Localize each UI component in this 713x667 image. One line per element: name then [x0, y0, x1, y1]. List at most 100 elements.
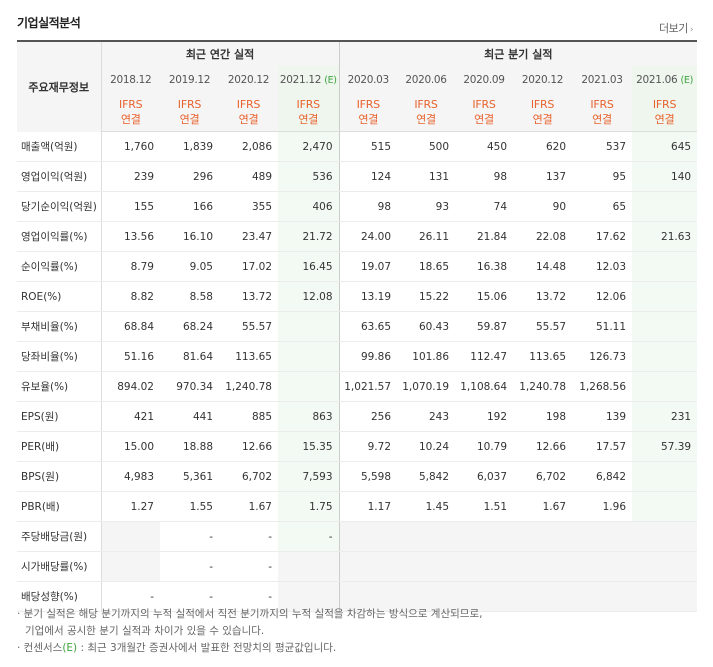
value-cell: 6,702: [513, 461, 573, 492]
value-cell: 139: [572, 401, 633, 432]
value-cell: 1.17: [339, 491, 398, 522]
value-cell: 16.45: [278, 251, 340, 282]
consolidated-label: 연결: [654, 113, 675, 126]
value-cell: 140: [632, 161, 698, 192]
value-cell: 1,839: [160, 131, 219, 162]
value-cell: 16.10: [160, 221, 219, 252]
row-label: BPS(원): [17, 461, 102, 492]
table-row: EPS(원) 421 441 885 863 256 243 192 198 139 231: [17, 401, 698, 432]
value-cell: [572, 551, 633, 582]
value-cell: 239: [101, 161, 160, 192]
ifrs-label: IFRS: [590, 98, 614, 111]
section-title: 기업실적분석: [17, 16, 81, 30]
ifrs-header: IFRS 연결: [513, 93, 573, 132]
value-cell: 231: [632, 401, 698, 432]
value-cell: 59.87: [455, 311, 514, 342]
period-label: 2020.03: [347, 73, 390, 86]
table-row: 주당배당금(원) - - -: [17, 521, 698, 552]
value-cell: 93: [397, 191, 456, 222]
consolidated-label: 연결: [416, 113, 436, 126]
period-header: 2020.12: [219, 66, 278, 93]
value-cell: [632, 581, 698, 612]
row-label: 시가배당률(%): [17, 551, 102, 582]
value-cell: [632, 251, 698, 282]
value-cell: -: [278, 521, 340, 552]
quarter-group-header: 최근 분기 실적: [339, 40, 698, 66]
period-label: 2021.06: [636, 73, 678, 86]
value-cell: [572, 521, 633, 552]
value-cell: 13.72: [513, 281, 573, 312]
value-cell: 13.56: [101, 221, 160, 252]
row-label: 매출액(억원): [17, 131, 102, 162]
row-label: 순이익률(%): [17, 251, 102, 282]
value-cell: 355: [219, 191, 278, 222]
value-cell: 894.02: [101, 371, 160, 402]
value-cell: 137: [513, 161, 573, 192]
value-cell: 406: [278, 191, 340, 222]
value-cell: 537: [572, 131, 633, 162]
footnote-2-post: : 최근 3개월간 증권사에서 발표한 전망치의 평균값입니다.: [77, 642, 337, 654]
table-row: 유보율(%) 894.02 970.34 1,240.78 1,021.57 1,070.…: [17, 371, 698, 402]
value-cell: 1.96: [572, 491, 633, 522]
value-cell: 57.39: [632, 431, 698, 462]
value-cell: [632, 311, 698, 342]
value-cell: 112.47: [455, 341, 514, 372]
ifrs-label: IFRS: [530, 98, 555, 111]
table-row: 당기순이익(억원) 155 166 355 406 98 93 74 90 65: [17, 191, 698, 222]
value-cell: [632, 551, 698, 582]
row-label: PBR(배): [17, 491, 102, 522]
value-cell: 55.57: [219, 311, 278, 342]
value-cell: 101.86: [397, 341, 456, 372]
value-cell: 65: [572, 191, 633, 222]
value-cell: 155: [101, 191, 160, 222]
value-cell: 131: [397, 161, 456, 192]
value-cell: [632, 281, 698, 312]
consolidated-label: 연결: [298, 113, 319, 126]
value-cell: 536: [278, 161, 340, 192]
value-cell: 1.55: [160, 491, 219, 522]
value-cell: [632, 521, 698, 552]
value-cell: 296: [160, 161, 219, 192]
value-cell: [339, 581, 398, 612]
value-cell: 98: [339, 191, 398, 222]
value-cell: 1,240.78: [513, 371, 573, 402]
value-cell: [278, 371, 340, 402]
ifrs-header: IFRS 연결: [101, 93, 160, 132]
table-row: 시가배당률(%) - -: [17, 551, 698, 582]
table-row: 배당성향(%) - - -: [17, 581, 698, 612]
ifrs-header: IFRS 연결: [572, 93, 633, 132]
value-cell: 13.19: [339, 281, 398, 312]
value-cell: 192: [455, 401, 514, 432]
value-cell: 51.11: [572, 311, 633, 342]
period-header: 2019.12: [160, 66, 219, 93]
value-cell: [513, 551, 573, 582]
value-cell: 5,842: [397, 461, 456, 492]
value-cell: 2,086: [219, 131, 278, 162]
value-cell: 256: [339, 401, 398, 432]
value-cell: 6,702: [219, 461, 278, 492]
value-cell: 17.62: [572, 221, 633, 252]
value-cell: [632, 191, 698, 222]
annual-group-header: 최근 연간 실적: [101, 40, 340, 66]
value-cell: [278, 581, 340, 612]
value-cell: 18.65: [397, 251, 456, 282]
value-cell: 1,240.78: [219, 371, 278, 402]
table-row: BPS(원) 4,983 5,361 6,702 7,593 5,598 5,842 6,03…: [17, 461, 698, 492]
value-cell: 2,470: [278, 131, 340, 162]
ifrs-label: IFRS: [652, 98, 677, 111]
value-cell: 90: [513, 191, 573, 222]
consolidated-label: 연결: [532, 113, 553, 126]
value-cell: 6,037: [455, 461, 514, 492]
value-cell: [572, 581, 633, 612]
footnote-1: · 분기 실적은 해당 분기까지의 누적 실적에서 직전 분기까지의 누적 실적…: [17, 608, 483, 620]
ifrs-header: IFRS 연결: [632, 93, 698, 132]
value-cell: 12.66: [513, 431, 573, 462]
period-label: 2019.12: [168, 73, 211, 86]
value-cell: 515: [339, 131, 398, 162]
value-cell: 113.65: [513, 341, 573, 372]
more-link[interactable]: 더보기 ›: [659, 20, 694, 36]
table-row: PER(배) 15.00 18.88 12.66 15.35 9.72 10.24 10.79…: [17, 431, 698, 462]
value-cell: [339, 521, 398, 552]
estimate-mark: (E): [680, 74, 693, 86]
value-cell: -: [219, 551, 278, 582]
